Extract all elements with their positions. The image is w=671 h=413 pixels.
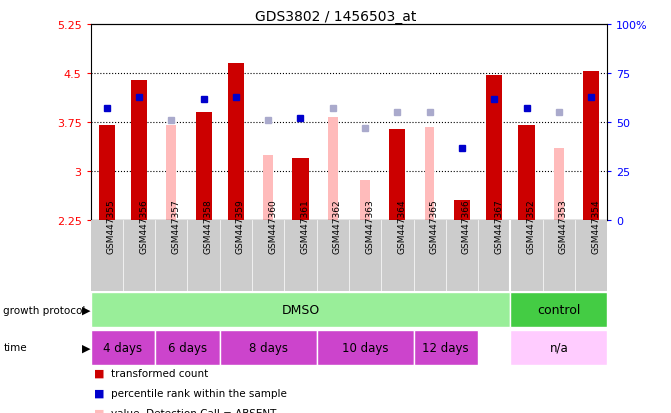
Text: ■: ■ bbox=[94, 388, 105, 398]
Text: GSM447353: GSM447353 bbox=[559, 199, 568, 254]
Text: n/a: n/a bbox=[550, 341, 568, 354]
Bar bbox=[220, 330, 317, 365]
Text: GDS3802 / 1456503_at: GDS3802 / 1456503_at bbox=[255, 10, 416, 24]
Text: GSM447363: GSM447363 bbox=[365, 199, 374, 254]
Bar bbox=[293, 159, 309, 221]
Bar bbox=[554, 148, 564, 221]
Text: transformed count: transformed count bbox=[111, 368, 208, 378]
Text: GSM447355: GSM447355 bbox=[107, 199, 115, 254]
Bar bbox=[425, 128, 435, 221]
Bar bbox=[511, 330, 607, 365]
Bar bbox=[155, 330, 220, 365]
Text: 8 days: 8 days bbox=[249, 341, 288, 354]
Text: 12 days: 12 days bbox=[423, 341, 469, 354]
Bar bbox=[131, 81, 147, 221]
Text: time: time bbox=[3, 342, 27, 352]
Text: GSM447357: GSM447357 bbox=[171, 199, 180, 254]
Text: ▶: ▶ bbox=[82, 342, 91, 352]
Text: growth protocol: growth protocol bbox=[3, 305, 86, 315]
Text: GSM447362: GSM447362 bbox=[333, 199, 342, 254]
Bar bbox=[99, 126, 115, 221]
Text: ■: ■ bbox=[94, 408, 105, 413]
Text: GSM447352: GSM447352 bbox=[527, 199, 535, 254]
Bar bbox=[328, 118, 338, 221]
Bar bbox=[263, 156, 273, 221]
Text: 10 days: 10 days bbox=[342, 341, 389, 354]
Bar bbox=[91, 330, 155, 365]
Bar bbox=[360, 180, 370, 221]
Bar bbox=[413, 330, 478, 365]
Text: GSM447366: GSM447366 bbox=[462, 199, 471, 254]
Text: GSM447364: GSM447364 bbox=[397, 199, 407, 254]
Bar bbox=[195, 113, 211, 221]
Text: percentile rank within the sample: percentile rank within the sample bbox=[111, 388, 287, 398]
Bar bbox=[389, 129, 405, 221]
Text: GSM447358: GSM447358 bbox=[203, 199, 213, 254]
Text: GSM447361: GSM447361 bbox=[301, 199, 309, 254]
Bar bbox=[166, 126, 176, 221]
Text: value, Detection Call = ABSENT: value, Detection Call = ABSENT bbox=[111, 408, 276, 413]
Text: DMSO: DMSO bbox=[281, 304, 319, 317]
Bar bbox=[511, 293, 607, 328]
Bar bbox=[91, 293, 511, 328]
Bar bbox=[486, 76, 503, 221]
Bar bbox=[317, 330, 413, 365]
Text: 6 days: 6 days bbox=[168, 341, 207, 354]
Text: control: control bbox=[537, 304, 580, 317]
Text: ▶: ▶ bbox=[82, 305, 91, 315]
Text: 4 days: 4 days bbox=[103, 341, 142, 354]
Text: GSM447367: GSM447367 bbox=[495, 199, 503, 254]
Text: GSM447365: GSM447365 bbox=[429, 199, 439, 254]
Bar bbox=[519, 126, 535, 221]
Bar bbox=[583, 72, 599, 221]
Text: GSM447354: GSM447354 bbox=[591, 199, 600, 254]
Text: GSM447356: GSM447356 bbox=[139, 199, 148, 254]
Bar bbox=[454, 200, 470, 221]
Text: GSM447359: GSM447359 bbox=[236, 199, 245, 254]
Text: GSM447360: GSM447360 bbox=[268, 199, 277, 254]
Text: ■: ■ bbox=[94, 368, 105, 378]
Bar bbox=[228, 64, 244, 221]
